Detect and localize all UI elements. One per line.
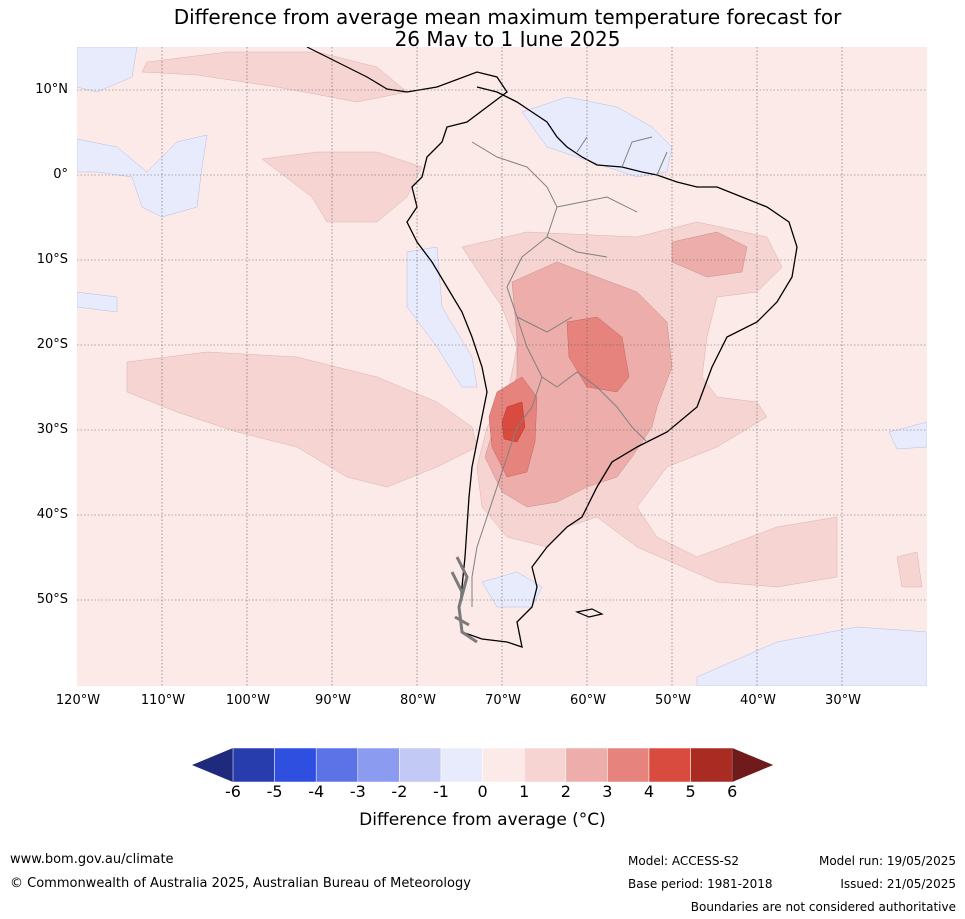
colorbar-extend-high (732, 748, 774, 782)
colorbar-tick-label: 6 (727, 782, 738, 801)
colorbar-cell (315, 748, 359, 782)
colorbar-cell (607, 748, 650, 782)
colorbar-tick-label: 4 (643, 782, 655, 801)
anomaly-region-minus1-pacific-equator (77, 134, 208, 218)
footer-model-run: Model run: 19/05/2025 (818, 854, 956, 868)
lon-label-80w: 80°W (400, 693, 436, 708)
anomaly-region-1to2-equator (261, 151, 423, 223)
lon-label-50w: 50°W (655, 693, 691, 708)
lon-label-30w: 30°W (825, 693, 861, 708)
footer-issued: Issued: 21/05/2025 (840, 877, 956, 891)
footer-url: www.bom.gov.au/climate (10, 852, 174, 867)
colorbar-cell (482, 748, 525, 782)
colorbar-tick-label: 0 (477, 782, 488, 801)
chart-title-line-1: Difference from average mean maximum tem… (173, 5, 842, 29)
grid-lines (77, 47, 927, 686)
lon-label-90w: 90°W (315, 693, 351, 708)
lon-label-100w: 100°W (225, 693, 271, 708)
colorbar-tick-label: -6 (225, 782, 241, 801)
anomaly-region-minus1-pacific-north (77, 47, 138, 93)
anomaly-region-minus1-east-atlantic (888, 421, 927, 450)
lat-label-40s: 40°S (36, 507, 68, 522)
country-borders (471, 136, 668, 607)
anomaly-region-minus1-patagonia (481, 571, 543, 608)
lat-label-0: 0° (53, 167, 68, 182)
colorbar-tick-label: -1 (433, 782, 449, 801)
colorbar-cell (523, 748, 567, 782)
colorbar-tick-label: -4 (308, 782, 325, 801)
footer-disclaimer: Boundaries are not considered authoritat… (690, 900, 956, 914)
colorbar-tick-label: 1 (519, 782, 530, 801)
colorbar-cell (648, 748, 691, 782)
lon-label-40w: 40°W (740, 693, 776, 708)
colorbar-tick-label: -3 (349, 782, 366, 801)
anomaly-region-3to4-paraguay (566, 316, 630, 393)
falkland-islands (574, 608, 604, 618)
colorbar-cell (690, 748, 733, 782)
temperature-anomaly-map (77, 47, 927, 686)
patagonia-islands (450, 556, 478, 644)
anomaly-region-minus1-guianas (521, 96, 673, 178)
colorbar-cell (274, 748, 317, 782)
colorbar-tick-label: 5 (685, 782, 696, 801)
anomaly-region-minus1-southwest-atlantic (77, 291, 118, 313)
colorbar-tick-label: 3 (602, 782, 613, 801)
lon-label-70w: 70°W (485, 693, 521, 708)
colorbar-cell (399, 748, 442, 782)
lon-label-120w: 120°W (55, 693, 101, 708)
footer-copyright: © Commonwealth of Australia 2025, Austra… (10, 876, 471, 891)
lon-label-60w: 60°W (570, 693, 606, 708)
colorbar-cell (357, 748, 400, 782)
colorbar-tick-label: -5 (266, 782, 283, 801)
anomaly-region-1to2-southeast-pacific (126, 351, 478, 488)
lat-label-20s: 20°S (36, 337, 68, 352)
lat-label-30s: 30°S (36, 422, 68, 437)
anomaly-region-minus1-south-atlantic (696, 626, 927, 686)
lat-label-50s: 50°S (36, 592, 68, 607)
colorbar (192, 748, 774, 782)
colorbar-cell (440, 748, 483, 782)
colorbar-label: Difference from average (°C) (359, 810, 606, 830)
lat-label-10s: 10°S (36, 252, 68, 267)
lat-label-10n: 10°N (35, 82, 68, 97)
central-america-coastline (306, 47, 408, 93)
colorbar-extend-low (192, 748, 233, 782)
footer-base-period: Base period: 1981-2018 (628, 877, 773, 891)
colorbar-tick-label: 2 (560, 782, 571, 801)
anomaly-region-1to2-east (896, 551, 923, 588)
south-america-coastline (406, 71, 798, 648)
colorbar-cell (565, 748, 608, 782)
footer-model: Model: ACCESS-S2 (628, 854, 740, 868)
lon-label-110w: 110°W (140, 693, 186, 708)
colorbar-tick-label: -2 (391, 782, 408, 801)
colorbar-cell (232, 748, 275, 782)
